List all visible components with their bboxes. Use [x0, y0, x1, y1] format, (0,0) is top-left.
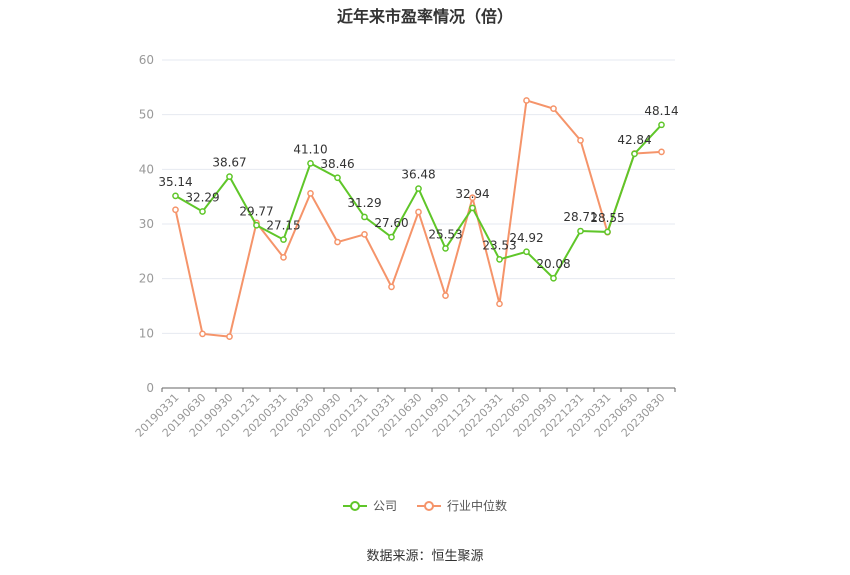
data-label: 28.71 [563, 210, 597, 224]
data-point[interactable] [307, 159, 314, 167]
legend-item-industry[interactable]: 行业中位数 [417, 497, 507, 514]
legend-company-label: 公司 [372, 499, 397, 513]
data-label: 36.48 [401, 168, 435, 182]
data-label: 29.77 [239, 204, 273, 218]
data-point[interactable] [226, 173, 233, 180]
data-point[interactable] [577, 227, 584, 235]
y-tick-label: 10 [139, 326, 154, 340]
series-layer [172, 97, 665, 340]
data-label: 28.55 [590, 211, 624, 225]
chart-plot: 0102030405060201903312019063020190930201… [133, 53, 679, 440]
data-point[interactable] [388, 233, 395, 241]
data-point[interactable] [361, 231, 368, 238]
data-label: 25.53 [428, 227, 462, 241]
data-point[interactable] [172, 192, 179, 200]
y-tick-label: 20 [139, 272, 154, 286]
data-label: 24.92 [509, 231, 543, 245]
data-point[interactable] [550, 274, 557, 282]
data-point[interactable] [523, 97, 530, 104]
data-point[interactable] [496, 300, 503, 308]
data-point[interactable] [496, 256, 503, 263]
data-point[interactable] [280, 236, 287, 243]
data-point[interactable] [415, 185, 422, 192]
data-label: 38.46 [320, 157, 354, 171]
data-label: 27.15 [266, 219, 300, 233]
data-label: 42.84 [617, 133, 651, 147]
data-label: 32.29 [185, 190, 219, 204]
y-tick-label: 40 [139, 162, 154, 176]
data-point[interactable] [280, 253, 287, 261]
series-company [172, 121, 665, 282]
data-point[interactable] [469, 204, 476, 212]
y-tick-label: 30 [139, 217, 154, 231]
y-tick-label: 50 [139, 108, 154, 122]
data-point[interactable] [658, 148, 665, 156]
data-point[interactable] [334, 174, 341, 182]
data-point[interactable] [631, 150, 638, 158]
data-label: 41.10 [293, 142, 327, 156]
data-point[interactable] [307, 190, 314, 197]
y-tick-label: 0 [146, 381, 154, 395]
data-source: 数据来源：恒生聚源 [366, 549, 484, 564]
data-point[interactable] [604, 228, 611, 236]
data-label: 20.08 [536, 257, 570, 271]
legend: 公司 行业中位数 [0, 497, 850, 514]
data-point[interactable] [388, 283, 395, 291]
data-label: 38.67 [212, 156, 246, 170]
data-point[interactable] [253, 221, 260, 229]
data-point[interactable] [172, 206, 179, 214]
data-point[interactable] [199, 208, 206, 215]
data-point[interactable] [334, 238, 341, 246]
chart-title: 近年来市盈率情况（倍） [336, 7, 513, 26]
data-point[interactable] [469, 194, 476, 202]
legend-industry-marker [417, 500, 441, 511]
y-tick-label: 60 [139, 53, 154, 67]
legend-company-marker [342, 500, 367, 511]
data-label: 35.14 [158, 175, 192, 189]
data-label: 48.14 [644, 104, 678, 118]
data-point[interactable] [577, 137, 584, 144]
data-label: 32.94 [455, 187, 489, 201]
data-point[interactable] [226, 333, 233, 340]
data-point[interactable] [658, 121, 665, 129]
legend-item-company[interactable]: 公司 [342, 497, 397, 514]
data-point[interactable] [415, 208, 422, 216]
data-point[interactable] [199, 330, 206, 338]
legend-industry-label: 行业中位数 [447, 499, 508, 513]
data-label: 23.53 [482, 238, 516, 252]
data-point[interactable] [361, 213, 368, 221]
data-point[interactable] [523, 248, 530, 256]
data-label: 27.60 [374, 216, 408, 230]
data-point[interactable] [442, 292, 449, 299]
data-point[interactable] [442, 245, 449, 252]
data-label: 31.29 [347, 196, 381, 210]
axes: 0102030405060201903312019063020190930201… [133, 53, 676, 440]
data-point[interactable] [550, 105, 557, 113]
